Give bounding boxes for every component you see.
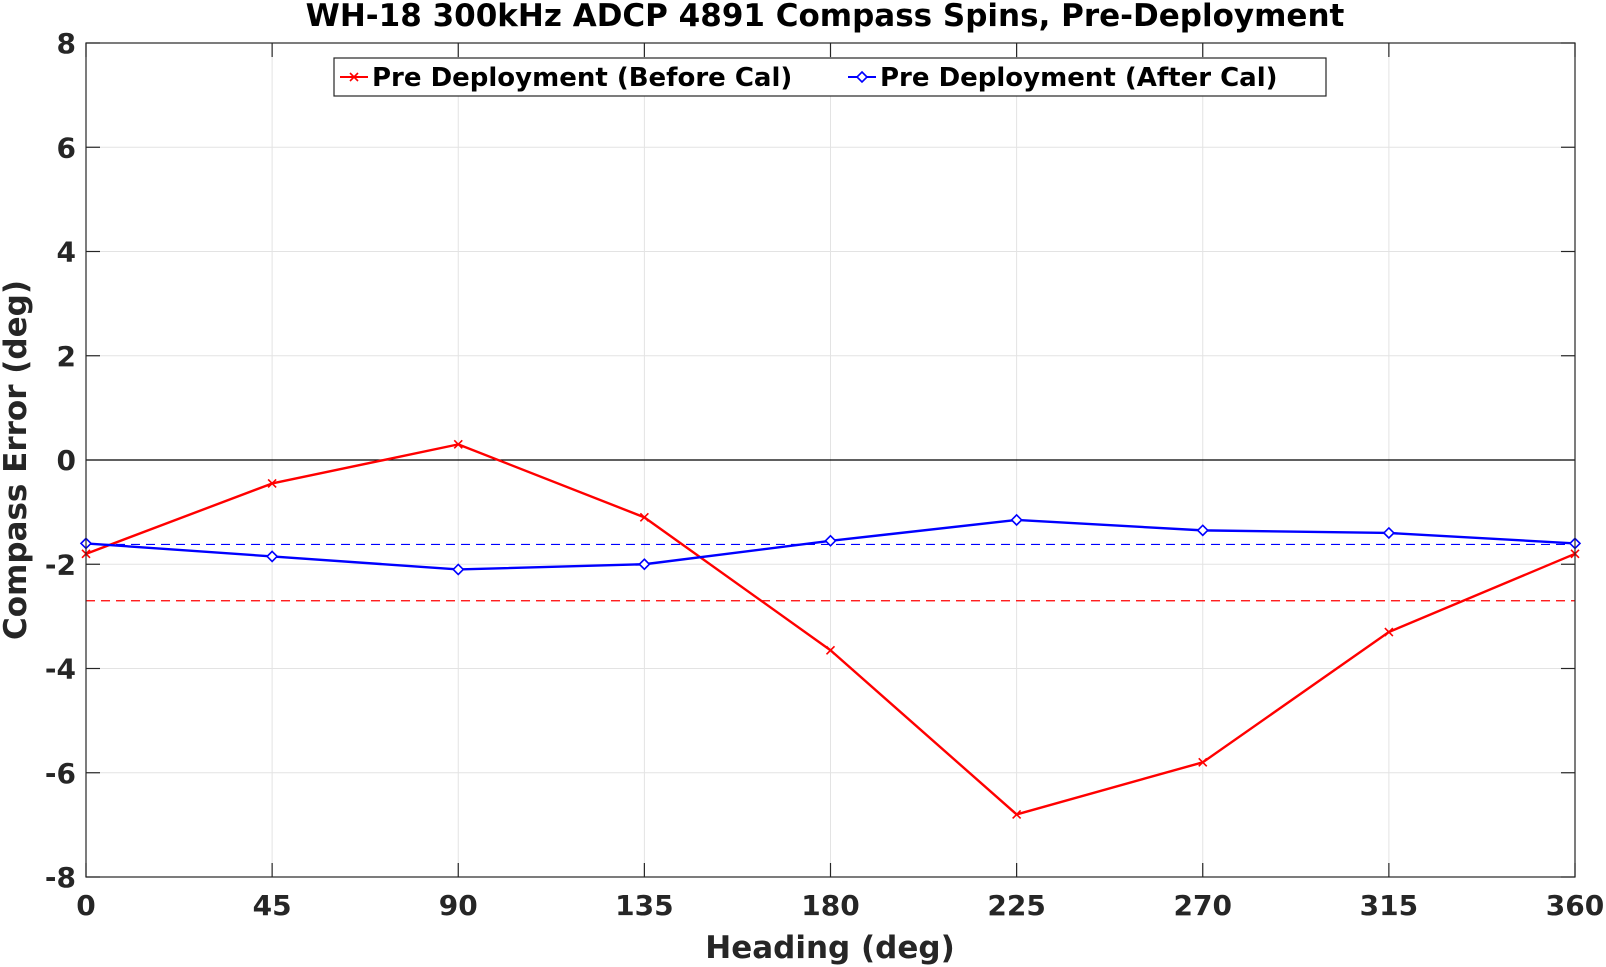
x-tick-label: 180 <box>801 889 859 922</box>
x-tick-label: 315 <box>1360 889 1418 922</box>
x-tick-label: 45 <box>253 889 292 922</box>
x-tick-label: 360 <box>1546 889 1604 922</box>
y-tick-label: 0 <box>57 444 76 477</box>
y-tick-label: 2 <box>57 340 76 373</box>
x-tick-label: 135 <box>615 889 673 922</box>
legend-label-after-cal: Pre Deployment (After Cal) <box>880 63 1278 93</box>
axis-ticks: 0 45 90 135 180 225 270 315 360 -8 -6 -4 -2 0 2 4 6 8 <box>45 27 1604 922</box>
legend-marker-after-cal <box>855 70 869 84</box>
series-0-point <box>1012 809 1022 820</box>
reference-lines <box>86 459 1575 602</box>
x-tick-label: 270 <box>1174 889 1232 922</box>
y-tick-label: -2 <box>45 548 76 581</box>
y-tick-label: 4 <box>57 236 76 269</box>
series-0-point-stroke-b <box>267 478 277 489</box>
y-tick-label: -8 <box>45 861 76 894</box>
series-1-point <box>1196 524 1209 537</box>
legend-marker-x-stroke-b <box>349 72 359 82</box>
y-tick-label: -4 <box>45 653 76 686</box>
legend-box <box>333 57 1327 97</box>
x-tick-label: 0 <box>76 889 95 922</box>
series-0-point <box>825 645 836 655</box>
series-0-point-stroke-b <box>453 439 463 449</box>
data-series <box>79 439 1582 820</box>
series-0-point-stroke-b <box>1198 757 1208 767</box>
legend-marker-diamond <box>855 70 869 84</box>
series-0-point-stroke-b <box>639 512 649 522</box>
y-tick-label: -6 <box>45 757 76 790</box>
series-1-point <box>1010 513 1023 527</box>
series-0-point <box>639 512 649 522</box>
series-1-point <box>452 563 465 576</box>
legend: Pre Deployment (Before Cal) Pre Deployme… <box>333 57 1327 97</box>
y-tick-label: 8 <box>57 27 76 60</box>
x-axis-label: Heading (deg) <box>705 930 955 966</box>
series-1-point <box>1382 526 1396 540</box>
x-tick-label: 225 <box>987 889 1045 922</box>
series-1-point <box>265 550 279 563</box>
legend-label-before-cal: Pre Deployment (Before Cal) <box>372 63 792 93</box>
y-axis-label: Compass Error (deg) <box>0 280 34 640</box>
series-0-point <box>1198 757 1208 767</box>
x-tick-label: 90 <box>439 889 478 922</box>
legend-marker-before-cal <box>349 72 359 82</box>
series-1-point <box>824 534 837 547</box>
series-0-point <box>267 478 277 489</box>
series-0-point-stroke-b <box>1384 627 1394 637</box>
legend-marker-x <box>349 72 359 82</box>
series-0-point <box>453 439 463 449</box>
chart-title: WH-18 300kHz ADCP 4891 Compass Spins, Pr… <box>306 0 1345 34</box>
series-1-point <box>638 558 651 571</box>
y-tick-label: 6 <box>57 131 76 164</box>
series-0-point-stroke-b <box>1012 809 1022 820</box>
series-0-point-stroke-b <box>825 645 836 655</box>
series-0-point <box>1384 627 1394 637</box>
